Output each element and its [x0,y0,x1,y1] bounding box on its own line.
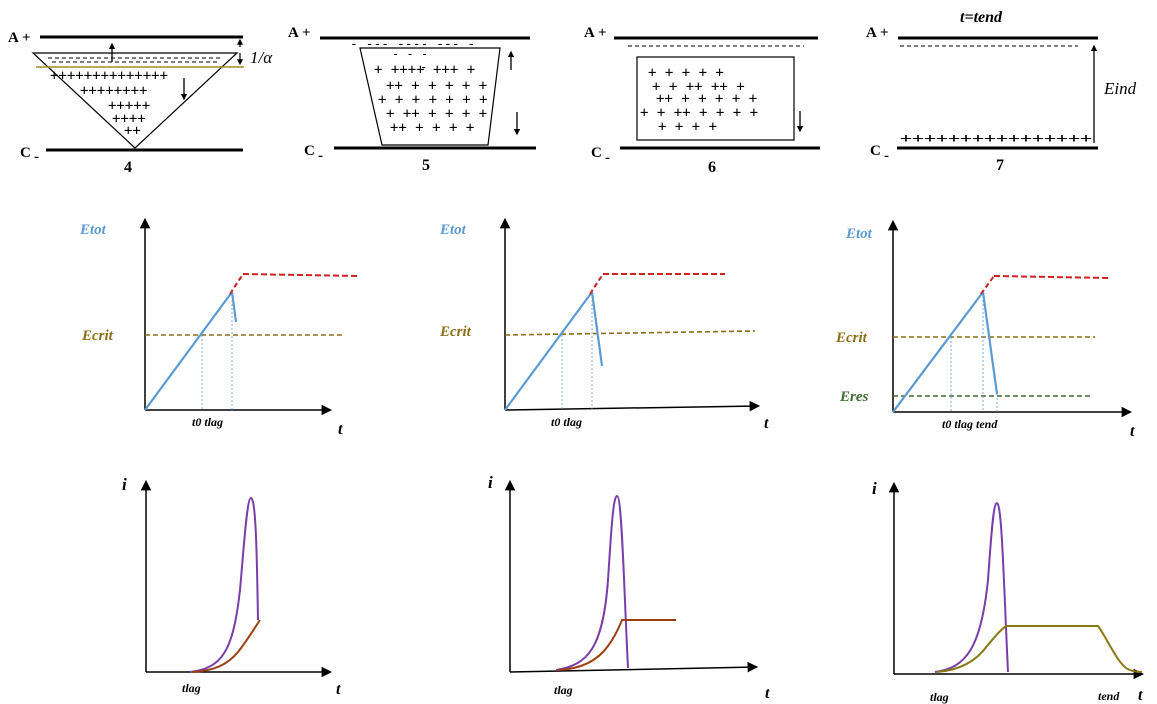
positive-charges: ++ + + + + + [656,91,757,107]
current-plateau [557,619,676,671]
current-plot-3: i t tlag tend [872,479,1145,704]
x-axis [504,400,761,412]
positive-charges: ++ [124,123,141,139]
panel-number: 4 [124,159,132,176]
t-label: t [765,685,770,702]
etot-rise [144,291,233,411]
ecrit-label: Ecrit [439,324,472,340]
eres-label: Eres [839,389,869,405]
positive-charges: +++++ [108,98,150,114]
field-plot-2: Etot t Ecrit t0 tlag [439,217,769,432]
positive-charges: + ++ + + + + [386,106,487,122]
tick-labels: t0 tlag [192,415,223,429]
positive-charges: + + + + + [648,65,724,81]
positive-charges: + ++++ +++ + [374,62,475,78]
etot-label: Etot [439,222,467,238]
current-plateau [936,625,1143,673]
negative-charges: - [420,60,427,74]
etot-rise [504,291,593,411]
etot-plateau [993,275,1111,279]
current-plot-1: i t tlag [122,475,341,698]
current-tail [191,619,261,673]
positive-charges: + + ++ + + + + [640,105,758,121]
anode-label: A [584,25,595,41]
positive-charges: ++ + + + + [390,120,474,136]
panel-5: A + C - - --- ---- --- - - - - - + ++++ … [288,25,536,174]
panel-4: A + C - ++++++++++++++ ++++++++ +++++ ++… [8,30,273,176]
cathode-label: C [870,143,881,159]
positive-charges: ++++++++++++++ [50,68,168,84]
anode-sign: + [22,30,31,46]
anode-label: A [866,25,877,41]
current-plot-2: i t tlag [488,473,770,702]
positive-charges: ++++++++ [80,83,147,99]
negative-charges: - - - [392,47,428,61]
field-plot-1: Etot t Ecrit t0 tlag [79,217,361,438]
etot-continuation [229,273,244,295]
etot-continuation [589,273,604,295]
panel-6: A + C - + + + + + + + ++ ++ + ++ + + + +… [584,25,820,176]
streamer-body [636,56,795,141]
anode-label: A [8,30,19,46]
etot-rise [892,291,984,413]
panel-number: 6 [708,159,716,176]
current-pulse [934,501,1009,673]
tick-labels: t0 tlag tend [942,417,998,431]
t-label: t [336,681,341,698]
etot-continuation [980,275,995,295]
tick-label: tlag [182,681,201,695]
anode-sign: + [880,25,889,41]
ecrit-label: Ecrit [81,328,114,344]
streamer-cone [31,52,239,149]
cathode-label: C [304,143,315,159]
panel-number: 7 [996,157,1004,174]
i-label: i [872,479,877,498]
t-label: t [1130,423,1135,440]
alpha-label: 1/α [250,48,273,67]
streamer-column [359,47,501,146]
negative-charges: - --- ---- --- - [350,37,475,52]
etot-drop [590,291,604,367]
panel-title: t=tend [960,9,1003,26]
positive-charges: ++++++++++++++++ [900,131,1092,145]
anode-sign: + [598,25,607,41]
cathode-sign: - [884,148,889,164]
current-pulse [555,494,629,671]
ecrit-line [504,330,756,336]
x-axis [509,661,759,673]
t-label: t [764,415,769,432]
t-label: t [338,421,343,438]
etot-plateau [242,273,361,277]
positive-charges: + + ++ ++ + [652,79,745,95]
cathode-sign: - [605,150,610,166]
etot-drop [981,291,999,395]
tick-labels: t0 tlag [551,415,582,429]
t-label: t [1138,687,1143,704]
current-pulse [189,496,259,673]
etot-label: Etot [79,222,107,238]
panel-7: t=tend A + C - ++++++++++++++++ Eind 7 [866,9,1137,174]
ecrit-label: Ecrit [835,330,868,346]
positive-charges: + + + + [658,119,717,135]
etot-label: Etot [845,226,873,242]
anode-label: A [288,25,299,41]
positive-charges: ++++ [112,111,146,127]
cathode-sign: - [34,149,39,165]
positive-charges: + + + + + + + [378,92,488,108]
tick-label: tlag [554,683,573,697]
field-plot-3: Etot t Ecrit Eres t0 tlag tend [835,219,1135,440]
anode-sign: + [302,25,311,41]
cathode-sign: - [318,148,323,164]
tick-label-tend: tend [1098,689,1120,703]
cathode-label: C [591,145,602,161]
i-label: i [122,475,127,494]
i-label: i [488,473,493,492]
positive-charges: ++ + + + + + [386,78,487,94]
etot-drop [230,291,238,323]
tick-label: tlag [930,690,949,704]
eind-label: Eind [1103,79,1137,98]
panel-number: 5 [422,157,430,174]
cathode-label: C [20,145,31,161]
